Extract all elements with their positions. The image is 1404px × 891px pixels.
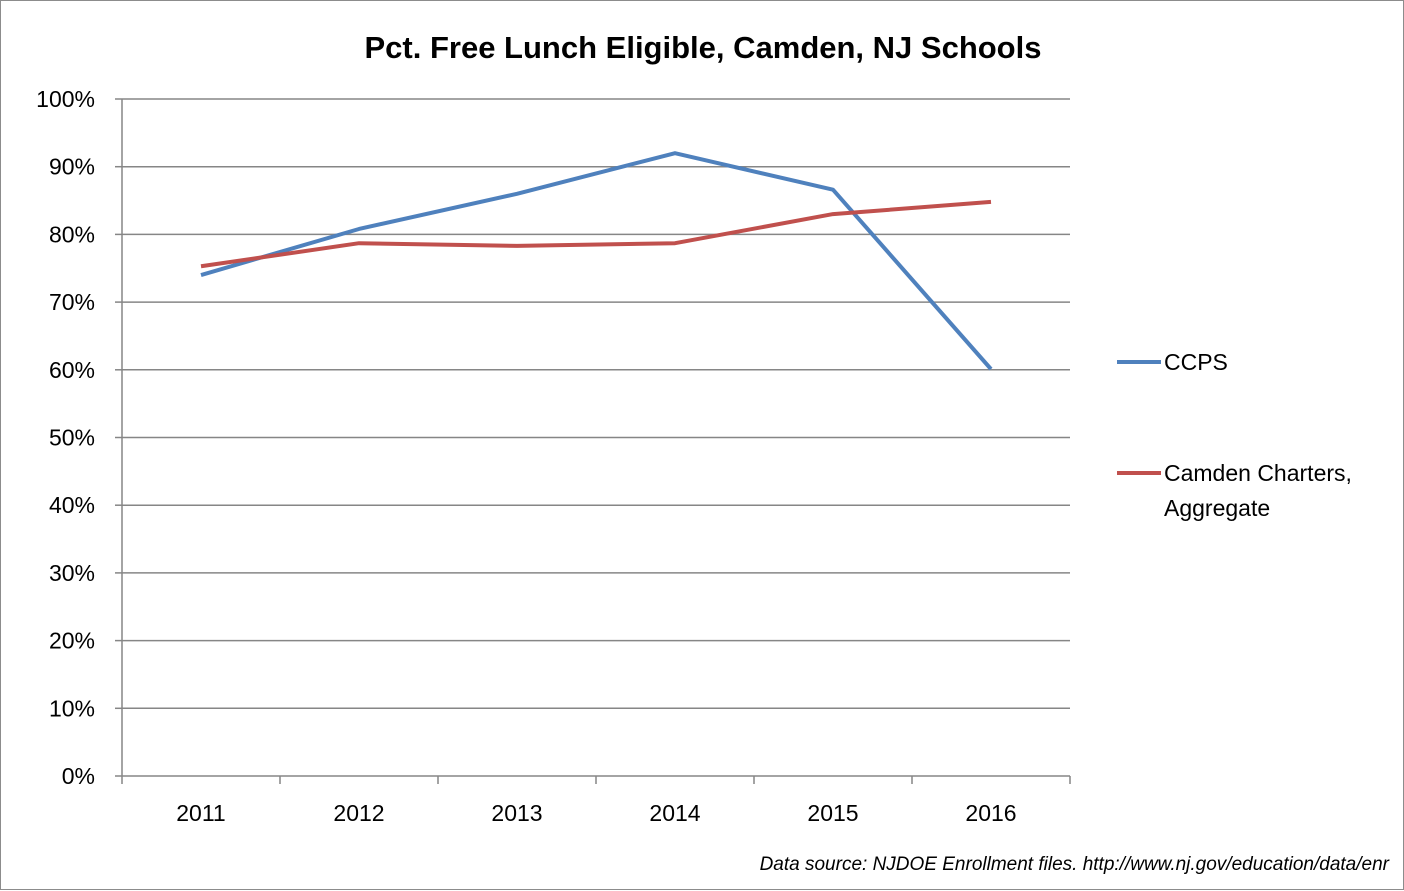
y-tick-label: 40% (49, 492, 95, 518)
series-lines (201, 153, 991, 369)
y-tick-label: 10% (49, 695, 95, 721)
y-tick-labels: 0% 10% 20% 30% 40% 50% 60% 70% 80% 90% 100% (36, 86, 95, 789)
x-tick-label: 2012 (333, 800, 384, 826)
legend-label-ccps: CCPS (1164, 349, 1228, 375)
y-tick-label: 70% (49, 289, 95, 315)
x-tick-labels: 2011 2012 2013 2014 2015 2016 (176, 800, 1016, 826)
y-tick-label: 90% (49, 154, 95, 180)
y-tick-label: 60% (49, 357, 95, 383)
x-tick-label: 2014 (649, 800, 700, 826)
x-tick-label: 2013 (491, 800, 542, 826)
x-tick-label: 2015 (807, 800, 858, 826)
y-tick-label: 30% (49, 560, 95, 586)
legend-label-camden-charters-line1: Camden Charters, (1164, 460, 1352, 486)
y-tick-label: 20% (49, 628, 95, 654)
chart-title: Pct. Free Lunch Eligible, Camden, NJ Sch… (365, 30, 1042, 65)
y-tick-label: 0% (62, 763, 95, 789)
y-tick-label: 80% (49, 221, 95, 247)
x-tick-label: 2011 (176, 800, 225, 826)
legend-label-camden-charters-line2: Aggregate (1164, 495, 1270, 521)
gridlines (115, 99, 1070, 776)
data-source-note: Data source: NJDOE Enrollment files. htt… (760, 854, 1390, 875)
series-line-ccps (201, 153, 991, 369)
y-tick-label: 100% (36, 86, 95, 112)
axes (122, 99, 1070, 784)
legend: CCPS Camden Charters, Aggregate (1117, 349, 1352, 521)
x-tick-label: 2016 (965, 800, 1016, 826)
y-tick-label: 50% (49, 425, 95, 451)
